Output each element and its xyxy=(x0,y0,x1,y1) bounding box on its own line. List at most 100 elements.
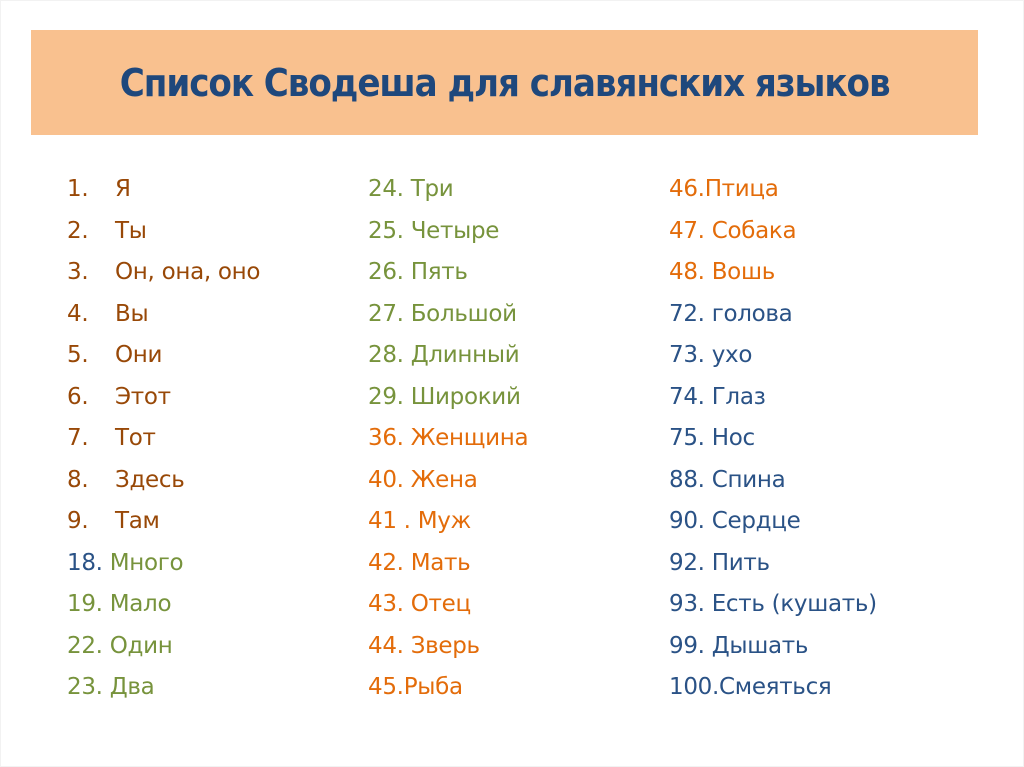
item-number: 44. xyxy=(368,632,411,659)
item-word: Широкий xyxy=(410,383,521,410)
item-word: Много xyxy=(109,549,184,576)
item-word: Длинный xyxy=(410,342,520,368)
item-number: 74. xyxy=(669,383,712,410)
item-number: 42. xyxy=(368,549,411,576)
item-word: Я xyxy=(115,176,131,202)
page-title: Список Сводеша для славянских языков xyxy=(119,60,891,105)
list-item: 22. Один xyxy=(67,626,260,668)
title-banner: Список Сводеша для славянских языков xyxy=(31,30,978,135)
item-word: Птица xyxy=(704,176,779,202)
list-item: 72. голова xyxy=(669,294,877,336)
item-number: 6. xyxy=(67,383,89,410)
item-word: Собака xyxy=(711,217,797,244)
item-number: 26. xyxy=(368,259,411,285)
item-number: 7. xyxy=(67,425,89,451)
item-number: 19. xyxy=(67,591,110,617)
item-number: 72. xyxy=(669,300,712,327)
item-word: Рыба xyxy=(403,674,463,700)
list-item: 7. Тот xyxy=(67,418,260,460)
list-item: 3. Он, она, оно xyxy=(67,252,260,294)
item-word: Пить xyxy=(711,549,770,576)
item-word: Спина xyxy=(711,466,786,493)
list-item: 1. Я xyxy=(67,169,260,211)
list-item: 6. Этот xyxy=(67,377,260,419)
item-number: 45. xyxy=(368,674,404,700)
item-word: Этот xyxy=(115,383,171,410)
item-word: Нос xyxy=(711,425,755,451)
list-item: 4. Вы xyxy=(67,294,260,336)
item-number: 27. xyxy=(368,300,411,327)
item-number: 100. xyxy=(669,674,720,700)
item-number: 46. xyxy=(669,176,705,202)
item-number: 36. xyxy=(368,425,411,451)
item-word: Четыре xyxy=(410,217,500,244)
item-number: 4. xyxy=(67,300,89,327)
item-number: 23. xyxy=(67,674,110,700)
item-word: Они xyxy=(115,342,163,368)
item-number: 25. xyxy=(368,217,411,244)
list-item: 41 . Муж xyxy=(368,501,528,543)
item-number: 93. xyxy=(669,591,712,617)
item-number: 29. xyxy=(368,383,411,410)
item-word: Он, она, оно xyxy=(115,259,261,285)
word-column-1: 1. Я 2. Ты 3. Он, она, оно 4. Вы 5. Они 6. Этот 7. То… xyxy=(67,169,260,709)
item-word: ухо xyxy=(711,342,753,368)
item-word: Глаз xyxy=(711,383,766,410)
item-word: Смеяться xyxy=(719,674,832,700)
item-word: Муж xyxy=(417,508,472,534)
item-number: 75. xyxy=(669,425,712,451)
list-item: 29. Широкий xyxy=(368,377,528,419)
item-word: Отец xyxy=(410,591,471,617)
list-item: 40. Жена xyxy=(368,460,528,502)
list-item: 5. Они xyxy=(67,335,260,377)
item-number: 3. xyxy=(67,259,89,285)
item-word: Здесь xyxy=(115,466,185,493)
item-word: Тот xyxy=(115,425,156,451)
list-item: 93. Есть (кушать) xyxy=(669,584,877,626)
item-number: 2. xyxy=(67,217,89,244)
item-number: 8. xyxy=(67,466,89,493)
word-column-3: 46.Птица 47. Собака 48. Вошь 72. голова 73. … xyxy=(669,169,877,709)
list-item: 48. Вошь xyxy=(669,252,877,294)
item-number: 88. xyxy=(669,466,712,493)
list-item: 45.Рыба xyxy=(368,667,528,709)
item-word: Три xyxy=(410,176,454,202)
item-word: Жена xyxy=(410,466,478,493)
list-item: 99. Дышать xyxy=(669,626,877,668)
list-item: 18. Много xyxy=(67,543,260,585)
item-word: Большой xyxy=(410,300,517,327)
item-word: Есть (кушать) xyxy=(711,591,877,617)
item-word: Дышать xyxy=(711,632,809,659)
item-number: 28. xyxy=(368,342,411,368)
list-item: 36. Женщина xyxy=(368,418,529,460)
item-number: 43. xyxy=(368,591,411,617)
item-word: Мало xyxy=(109,591,172,617)
item-word: Сердце xyxy=(711,508,801,534)
item-number: 48. xyxy=(669,259,712,285)
list-item: 92. Пить xyxy=(669,543,877,585)
item-number: 9. xyxy=(67,508,89,534)
list-item: 42. Мать xyxy=(368,543,528,585)
item-word: Два xyxy=(109,674,155,700)
item-number: 99. xyxy=(669,632,712,659)
item-number: 18. xyxy=(67,549,110,576)
item-number: 22. xyxy=(67,632,110,659)
list-item: 74. Глаз xyxy=(669,377,877,419)
word-column-2: 24. Три 25. Четыре 26. Пять 27. Большой 28. … xyxy=(368,169,529,709)
item-number: 41 . xyxy=(368,508,418,534)
list-item: 75. Нос xyxy=(669,418,877,460)
list-item: 8. Здесь xyxy=(67,460,260,502)
list-item: 27. Большой xyxy=(368,294,528,336)
item-number: 40. xyxy=(368,466,411,493)
list-item: 25. Четыре xyxy=(368,211,528,253)
item-word: Ты xyxy=(115,217,147,244)
item-word: Женщина xyxy=(410,425,529,451)
list-item: 88. Спина xyxy=(669,460,877,502)
item-number: 90. xyxy=(669,508,712,534)
list-item: 43. Отец xyxy=(368,584,528,626)
list-item: 90. Сердце xyxy=(669,501,877,543)
item-number: 5. xyxy=(67,342,89,368)
list-item: 26. Пять xyxy=(368,252,528,294)
list-item: 23. Два xyxy=(67,667,260,709)
